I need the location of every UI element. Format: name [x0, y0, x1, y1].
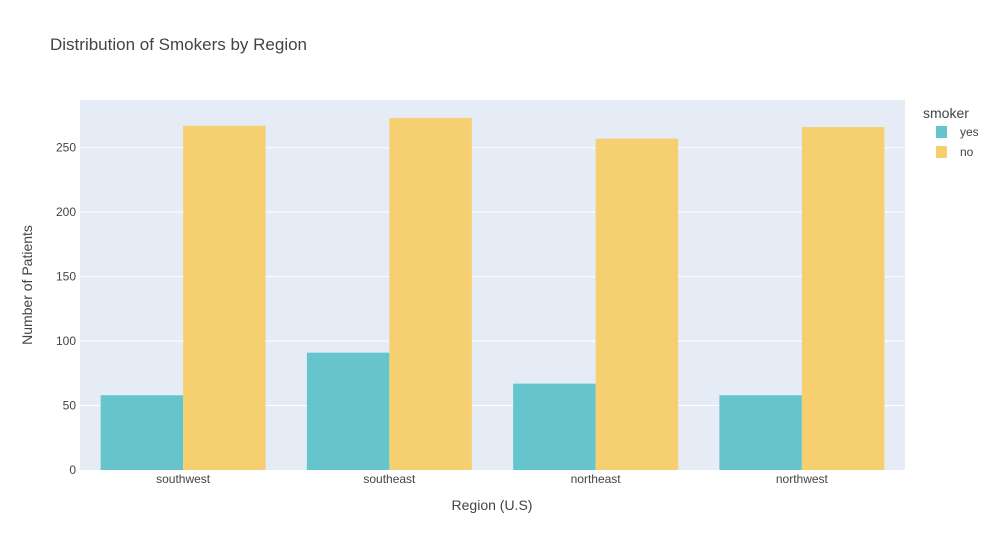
y-axis-ticks: 0 50 100 150 200 250 — [56, 141, 76, 477]
legend-swatch-yes[interactable] — [936, 126, 947, 138]
x-tick-label: southeast — [363, 472, 416, 486]
legend-title: smoker — [923, 105, 969, 121]
x-tick-label: southwest — [156, 472, 211, 486]
y-tick-label: 200 — [56, 205, 76, 219]
legend: smoker yes no — [923, 105, 979, 159]
x-axis-ticks: southwest southeast northeast northwest — [156, 472, 828, 486]
y-tick-label: 100 — [56, 334, 76, 348]
y-tick-label: 250 — [56, 141, 76, 155]
legend-label-yes[interactable]: yes — [960, 125, 979, 139]
legend-swatch-no[interactable] — [936, 146, 947, 158]
bar-yes-southeast — [306, 352, 390, 470]
y-axis-title: Number of Patients — [19, 225, 35, 345]
x-tick-label: northwest — [776, 472, 829, 486]
bars — [100, 118, 885, 471]
bar-yes-southwest — [100, 395, 184, 470]
chart-title: Distribution of Smokers by Region — [50, 35, 307, 54]
y-tick-label: 150 — [56, 270, 76, 284]
bar-yes-northwest — [719, 395, 802, 470]
bar-no-northeast — [595, 138, 679, 470]
bar-no-southeast — [389, 118, 472, 471]
x-tick-label: northeast — [571, 472, 622, 486]
y-tick-label: 0 — [69, 463, 76, 477]
legend-label-no[interactable]: no — [960, 145, 974, 159]
bar-yes-northeast — [513, 383, 596, 470]
x-axis-title: Region (U.S) — [452, 497, 533, 513]
bar-no-northwest — [801, 127, 885, 470]
y-tick-label: 50 — [63, 399, 77, 413]
bar-no-southwest — [183, 125, 266, 471]
